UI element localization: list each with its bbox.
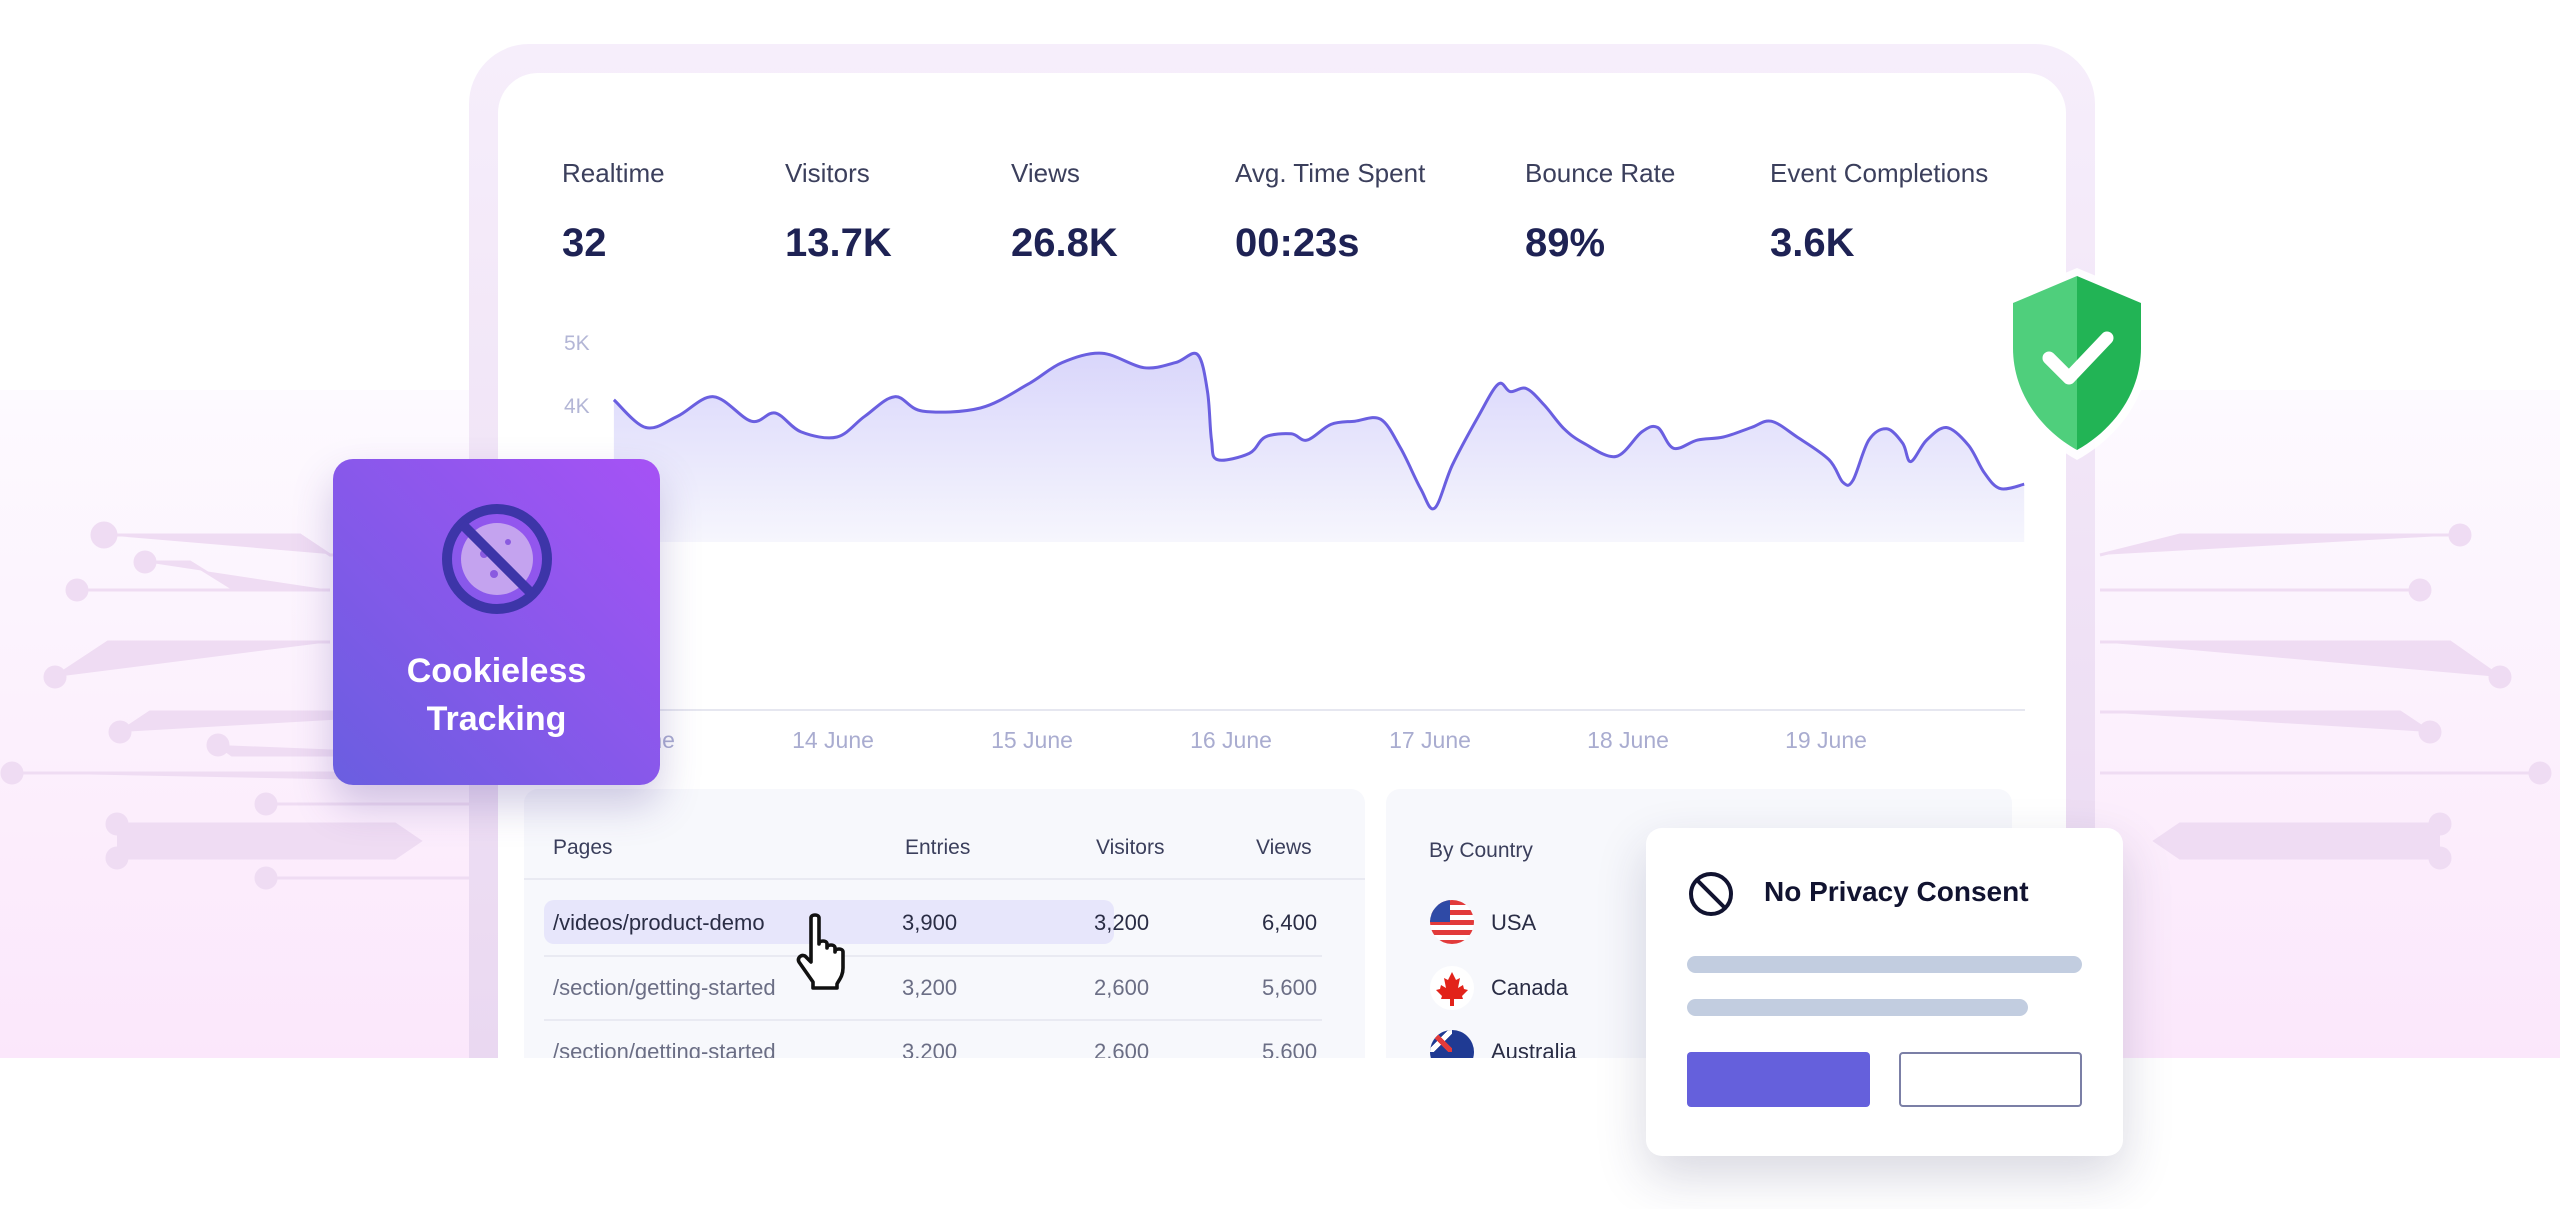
stat-value: 00:23s [1235, 221, 1360, 265]
stat-label: Event Completions [1770, 158, 1989, 188]
cell-views: 5,600 [1262, 975, 1318, 1000]
hand-cursor-icon [796, 913, 845, 990]
x-tick-label: 18 June [1587, 727, 1669, 753]
x-tick-label: 15 June [991, 727, 1073, 753]
stat-avg-time: Avg. Time Spent 00:23s [1235, 158, 1425, 266]
no-cookie-icon [442, 504, 552, 614]
column-header-pages[interactable]: Pages [553, 836, 613, 859]
prohibited-icon [1689, 872, 1733, 916]
y-tick-label: 4K [564, 395, 590, 418]
column-header-visitors[interactable]: Visitors [1096, 836, 1165, 859]
country-name[interactable]: Australia [1491, 1039, 1577, 1058]
chart-line [612, 351, 2025, 511]
cell-views: 6,400 [1262, 910, 1318, 935]
cell-entries: 3,200 [902, 975, 958, 1000]
australia-flag-icon [1430, 1030, 1474, 1058]
y-tick-label: 5K [564, 332, 590, 355]
stat-views: Views 26.8K [1011, 158, 1118, 266]
header-divider [524, 878, 1365, 880]
chart-area-fill [613, 353, 2025, 542]
cell-page[interactable]: /section/getting-started [553, 975, 776, 1000]
column-header-entries[interactable]: Entries [905, 836, 971, 859]
row-divider [544, 1019, 1322, 1021]
x-tick-label: 16 June [1190, 727, 1272, 753]
cell-visitors: 3,200 [1094, 910, 1150, 935]
shield-check-icon [2005, 268, 2149, 460]
cell-visitors: 2,600 [1094, 975, 1150, 1000]
stat-label: Views [1011, 158, 1080, 188]
text-placeholder-bar [1687, 999, 2028, 1016]
stat-visitors: Visitors 13.7K [785, 158, 892, 266]
row-highlight [544, 900, 1114, 944]
column-header-views[interactable]: Views [1256, 836, 1312, 859]
country-name[interactable]: USA [1491, 910, 1537, 935]
stat-realtime: Realtime 32 [562, 158, 665, 266]
x-tick-label: 14 June [792, 727, 874, 753]
stat-label: Visitors [785, 158, 870, 188]
stat-value: 3.6K [1770, 221, 1855, 265]
canada-flag-icon [1430, 966, 1474, 1010]
stat-label: Avg. Time Spent [1235, 158, 1426, 188]
stat-label: Bounce Rate [1525, 158, 1676, 188]
stat-event-completions: Event Completions 3.6K [1770, 158, 1988, 266]
by-country-title: By Country [1429, 839, 1533, 862]
stat-label: Realtime [562, 158, 665, 188]
cookieless-label: Cookieless Tracking [406, 652, 587, 738]
stat-value: 32 [562, 221, 607, 265]
cell-page[interactable]: /videos/product-demo [553, 910, 765, 935]
row-divider [544, 955, 1322, 957]
usa-flag-icon [1430, 900, 1474, 944]
x-tick-label: 19 June [1785, 727, 1867, 753]
accept-button[interactable] [1687, 1052, 1870, 1107]
cookieless-tracking-badge: Cookieless Tracking [333, 459, 660, 785]
text-placeholder-bar [1687, 956, 2082, 973]
stat-value: 89% [1525, 221, 1606, 265]
privacy-consent-popup: No Privacy Consent [1646, 828, 2123, 1156]
chart-blank-region [740, 542, 2025, 710]
stat-bounce-rate: Bounce Rate 89% [1525, 158, 1675, 266]
stat-value: 13.7K [785, 221, 892, 265]
cell-entries: 3,900 [902, 910, 958, 935]
traffic-chart [612, 351, 2025, 711]
stat-value: 26.8K [1011, 221, 1118, 265]
country-list: USA Canada Australia [1430, 900, 1577, 1058]
consent-title: No Privacy Consent [1764, 876, 2029, 907]
country-name[interactable]: Canada [1491, 975, 1569, 1000]
x-tick-label: 17 June [1389, 727, 1471, 753]
decline-button[interactable] [1899, 1052, 2082, 1107]
